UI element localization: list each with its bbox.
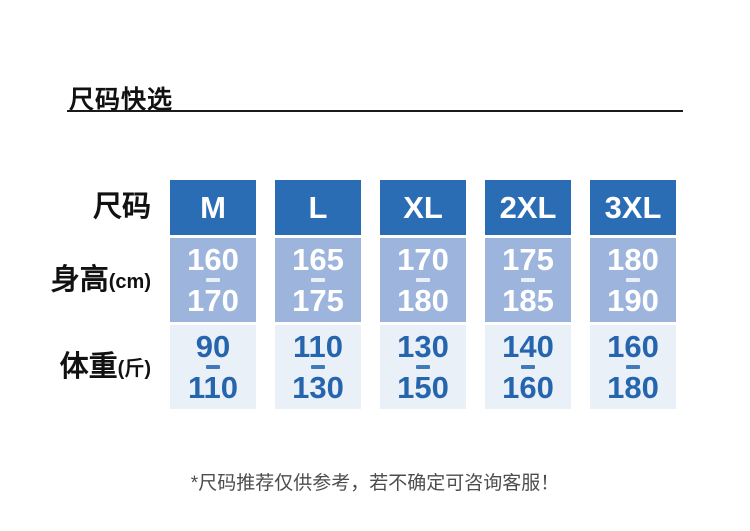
range-dash xyxy=(416,365,430,369)
row-label-height-unit: (cm) xyxy=(108,271,151,293)
height-max: 180 xyxy=(397,283,449,318)
range-dash xyxy=(626,278,640,282)
height-min: 165 xyxy=(292,242,344,277)
range-dash xyxy=(521,365,535,369)
size-header-2xl-label: 2XL xyxy=(499,190,557,225)
height-min: 180 xyxy=(607,242,659,277)
weight-cell-3xl: 160 180 xyxy=(590,325,676,409)
row-label-height: 身高 (cm) xyxy=(0,238,151,322)
range-dash xyxy=(416,278,430,282)
range-dash xyxy=(311,278,325,282)
size-header-l-label: L xyxy=(308,190,328,225)
weight-max: 130 xyxy=(292,370,344,405)
height-min: 175 xyxy=(502,242,554,277)
weight-max: 160 xyxy=(502,370,554,405)
height-max: 170 xyxy=(187,283,239,318)
weight-min: 130 xyxy=(397,329,449,364)
size-header-2xl: 2XL xyxy=(485,180,571,235)
size-header-xl: XL xyxy=(380,180,466,235)
weight-min: 110 xyxy=(292,329,343,364)
size-header-xl-label: XL xyxy=(403,190,443,225)
row-label-height-text: 身高 xyxy=(50,263,109,296)
height-max: 175 xyxy=(292,283,344,318)
range-dash xyxy=(521,278,535,282)
range-dash xyxy=(311,365,325,369)
weight-max: 110 xyxy=(187,370,238,405)
height-cell-xl: 170 180 xyxy=(380,238,466,322)
weight-min: 90 xyxy=(195,329,231,364)
height-max: 185 xyxy=(502,283,554,318)
row-label-size: 尺码 xyxy=(0,180,151,235)
height-cell-l: 165 175 xyxy=(275,238,361,322)
row-label-size-text: 尺码 xyxy=(92,191,151,223)
range-dash xyxy=(206,278,220,282)
weight-max: 180 xyxy=(607,370,659,405)
size-header-l: L xyxy=(275,180,361,235)
height-min: 160 xyxy=(187,242,239,277)
weight-cell-xl: 130 150 xyxy=(380,325,466,409)
title-divider xyxy=(67,110,683,112)
size-header-3xl: 3XL xyxy=(590,180,676,235)
weight-max: 150 xyxy=(397,370,449,405)
row-label-weight: 体重 (斤) xyxy=(0,325,151,409)
height-cell-3xl: 180 190 xyxy=(590,238,676,322)
weight-cell-2xl: 140 160 xyxy=(485,325,571,409)
range-dash xyxy=(626,365,640,369)
height-cell-2xl: 175 185 xyxy=(485,238,571,322)
page-title: 尺码快选 xyxy=(69,85,174,114)
weight-cell-m: 90 110 xyxy=(170,325,256,409)
height-cell-m: 160 170 xyxy=(170,238,256,322)
row-label-weight-unit: (斤) xyxy=(117,358,151,380)
footnote: *尺码推荐仅供参考，若不确定可咨询客服！ xyxy=(190,473,560,494)
row-label-weight-text: 体重 xyxy=(59,350,118,383)
size-header-m-label: M xyxy=(200,190,226,225)
size-table: 尺码 M L XL 2XL 3XL 身高 (cm) 160 170 165 175 xyxy=(0,180,676,409)
weight-min: 140 xyxy=(502,329,554,364)
range-dash xyxy=(206,365,220,369)
weight-min: 160 xyxy=(607,329,659,364)
height-min: 170 xyxy=(397,242,449,277)
height-max: 190 xyxy=(607,283,659,318)
size-header-m: M xyxy=(170,180,256,235)
size-header-3xl-label: 3XL xyxy=(604,190,662,225)
weight-cell-l: 110 130 xyxy=(275,325,361,409)
